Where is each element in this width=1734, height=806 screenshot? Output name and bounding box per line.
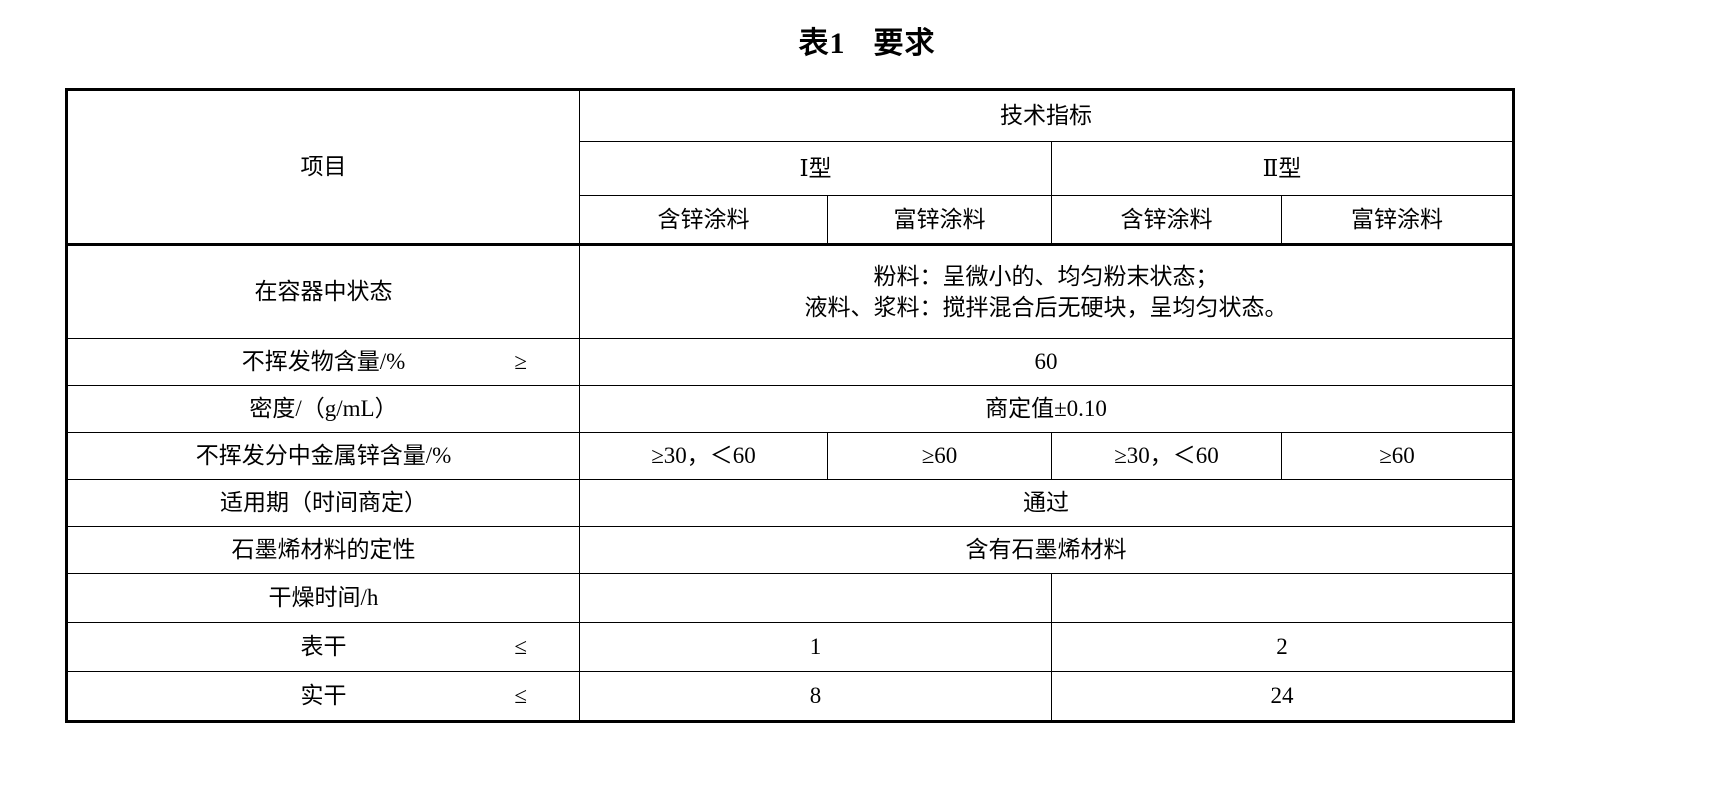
row-label-surface-dry: 表干 ≤ xyxy=(66,622,580,672)
row-value-container-state: 粉料：呈微小的、均匀粉末状态； 液料、浆料：搅拌混合后无硬块，呈均匀状态。 xyxy=(579,243,1514,339)
table-row: 干燥时间/h xyxy=(66,573,1514,623)
row-label-text: 适用期（时间商定） xyxy=(220,490,427,516)
operator-lte: ≤ xyxy=(514,683,527,709)
header-type-2: Ⅱ型 xyxy=(1051,141,1514,196)
row-value-zinc-2: ≥60 xyxy=(827,432,1052,480)
row-label-text: 密度/（g/mL） xyxy=(249,396,398,422)
header-subcol-4: 富锌涂料 xyxy=(1281,195,1514,245)
row-label-text: 干燥时间/h xyxy=(268,585,379,611)
requirements-table: 项目 技术指标 Ⅰ型 Ⅱ型 含锌涂料 富锌涂料 含锌涂料 富锌涂料 xyxy=(65,88,1515,723)
row-value-surface-dry-type1: 1 xyxy=(579,622,1052,672)
row-label-density: 密度/（g/mL） xyxy=(66,385,580,433)
header-type-1: Ⅰ型 xyxy=(579,141,1052,196)
row-value-graphene-qualitative: 含有石墨烯材料 xyxy=(579,526,1514,574)
table-row: 表干 ≤ 1 2 xyxy=(66,622,1514,672)
table-row: 不挥发分中金属锌含量/% ≥30，＜60 ≥60 ≥30，＜60 ≥60 xyxy=(66,432,1514,480)
table-row: 适用期（时间商定） 通过 xyxy=(66,479,1514,527)
table-header-row-2: Ⅰ型 Ⅱ型 xyxy=(67,141,1514,196)
row-label-text: 不挥发分中金属锌含量/% xyxy=(195,443,452,469)
row-label-text: 石墨烯材料的定性 xyxy=(231,537,416,563)
table-row: 实干 ≤ 8 24 xyxy=(66,671,1514,722)
table-caption: 表1 要求 xyxy=(0,18,1734,62)
row-label-text: 表干 xyxy=(300,634,347,660)
row-value-through-dry-type1: 8 xyxy=(579,671,1052,722)
row-value-drying-time-type1-blank xyxy=(579,573,1052,623)
row-label-zinc-content: 不挥发分中金属锌含量/% xyxy=(66,432,580,480)
table-caption-label: 表1 xyxy=(798,27,846,60)
row-value-drying-time-type2-blank xyxy=(1051,573,1514,623)
row-label-text: 在容器中状态 xyxy=(254,279,393,305)
operator-gte: ≥ xyxy=(514,349,527,375)
requirements-table-wrapper: 项目 技术指标 Ⅰ型 Ⅱ型 含锌涂料 富锌涂料 含锌涂料 富锌涂料 xyxy=(65,88,1515,723)
table-caption-name: 要求 xyxy=(873,27,936,60)
row-value-pot-life: 通过 xyxy=(579,479,1514,527)
header-subcol-1: 含锌涂料 xyxy=(579,195,828,245)
row-value-zinc-4: ≥60 xyxy=(1281,432,1514,480)
header-item: 项目 xyxy=(66,89,580,245)
container-state-line-2: 液料、浆料：搅拌混合后无硬块，呈均匀状态。 xyxy=(804,295,1288,320)
row-label-text: 不挥发物含量/% xyxy=(241,349,406,375)
container-state-line-1: 粉料：呈微小的、均匀粉末状态； xyxy=(873,263,1219,289)
table-row: 在容器中状态 粉料：呈微小的、均匀粉末状态； 液料、浆料：搅拌混合后无硬块，呈均… xyxy=(66,243,1514,339)
header-subcol-3: 含锌涂料 xyxy=(1051,195,1282,245)
row-value-zinc-3: ≥30，＜60 xyxy=(1051,432,1282,480)
row-value-zinc-1: ≥30，＜60 xyxy=(579,432,828,480)
row-label-graphene-qualitative: 石墨烯材料的定性 xyxy=(66,526,580,574)
table-header-row-1: 项目 技术指标 xyxy=(66,89,1514,245)
row-value-nonvolatile-content: 60 xyxy=(579,338,1514,386)
header-subcol-2: 富锌涂料 xyxy=(827,195,1052,245)
row-label-pot-life: 适用期（时间商定） xyxy=(66,479,580,527)
row-value-density: 商定值±0.10 xyxy=(579,385,1514,433)
table-row: 不挥发物含量/% ≥ 60 xyxy=(66,338,1514,386)
row-label-container-state: 在容器中状态 xyxy=(66,243,580,339)
operator-lte: ≤ xyxy=(514,634,527,660)
header-tech-index: 技术指标 xyxy=(579,89,1514,142)
row-value-surface-dry-type2: 2 xyxy=(1051,622,1514,672)
row-label-nonvolatile-content: 不挥发物含量/% ≥ xyxy=(66,338,580,386)
table-row: 石墨烯材料的定性 含有石墨烯材料 xyxy=(66,526,1514,574)
row-label-through-dry: 实干 ≤ xyxy=(66,671,580,722)
row-value-through-dry-type2: 24 xyxy=(1051,671,1514,722)
table-row: 密度/（g/mL） 商定值±0.10 xyxy=(66,385,1514,433)
row-label-text: 实干 xyxy=(300,683,347,709)
row-label-drying-time: 干燥时间/h xyxy=(66,573,580,623)
